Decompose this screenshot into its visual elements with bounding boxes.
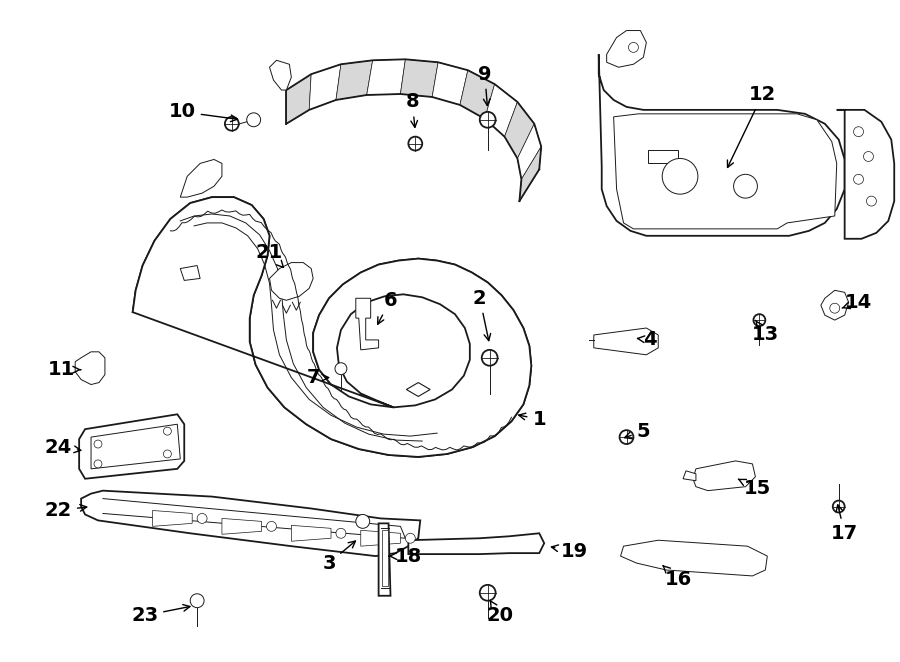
Circle shape <box>482 350 498 365</box>
Text: 6: 6 <box>378 291 397 324</box>
Text: 4: 4 <box>637 330 657 350</box>
Text: 9: 9 <box>478 65 491 105</box>
Polygon shape <box>598 54 845 236</box>
Circle shape <box>197 514 207 524</box>
Polygon shape <box>683 471 696 481</box>
Text: 15: 15 <box>738 479 771 498</box>
Polygon shape <box>821 291 849 320</box>
Circle shape <box>94 440 102 448</box>
Polygon shape <box>400 60 438 97</box>
Polygon shape <box>132 197 531 457</box>
Circle shape <box>266 522 276 532</box>
Polygon shape <box>310 64 341 110</box>
Text: 24: 24 <box>45 438 81 457</box>
Circle shape <box>628 42 638 52</box>
Circle shape <box>619 430 634 444</box>
Circle shape <box>409 136 422 150</box>
Circle shape <box>356 514 370 528</box>
Text: 14: 14 <box>842 293 872 312</box>
Polygon shape <box>91 424 180 469</box>
Polygon shape <box>180 265 200 281</box>
Polygon shape <box>621 540 768 576</box>
Text: 3: 3 <box>322 541 356 573</box>
Circle shape <box>830 303 840 313</box>
Polygon shape <box>614 114 837 229</box>
Polygon shape <box>379 524 391 596</box>
Polygon shape <box>693 461 755 491</box>
Circle shape <box>832 500 845 512</box>
Polygon shape <box>269 60 292 90</box>
Polygon shape <box>460 70 495 118</box>
Text: 21: 21 <box>256 243 284 267</box>
Polygon shape <box>518 124 541 179</box>
Polygon shape <box>79 414 184 479</box>
Circle shape <box>336 528 346 538</box>
Text: 18: 18 <box>389 547 422 565</box>
Polygon shape <box>409 534 544 554</box>
Text: 5: 5 <box>625 422 650 441</box>
Polygon shape <box>837 110 895 239</box>
Text: 20: 20 <box>486 600 513 625</box>
Circle shape <box>335 363 346 375</box>
Text: 8: 8 <box>406 93 419 127</box>
Circle shape <box>480 112 496 128</box>
Polygon shape <box>292 526 331 542</box>
Text: 12: 12 <box>727 85 776 167</box>
Circle shape <box>734 174 758 198</box>
Polygon shape <box>356 299 379 350</box>
Polygon shape <box>81 491 420 556</box>
Circle shape <box>164 450 171 458</box>
Circle shape <box>863 152 873 162</box>
Polygon shape <box>152 510 193 526</box>
Text: 22: 22 <box>45 501 86 520</box>
Polygon shape <box>607 30 646 68</box>
Polygon shape <box>432 62 468 105</box>
Polygon shape <box>519 146 541 201</box>
Text: 23: 23 <box>131 604 190 625</box>
Text: 11: 11 <box>48 360 80 379</box>
Polygon shape <box>407 383 430 397</box>
Circle shape <box>853 174 863 184</box>
Polygon shape <box>594 328 658 355</box>
Polygon shape <box>382 530 388 586</box>
Polygon shape <box>366 60 405 95</box>
Circle shape <box>225 117 238 130</box>
Text: 7: 7 <box>306 368 328 387</box>
Text: 13: 13 <box>752 320 778 344</box>
Text: 2: 2 <box>472 289 490 341</box>
Text: 16: 16 <box>663 565 692 589</box>
Circle shape <box>94 460 102 468</box>
Polygon shape <box>648 150 678 164</box>
Circle shape <box>405 534 415 544</box>
Polygon shape <box>76 352 105 385</box>
Circle shape <box>247 113 261 126</box>
Polygon shape <box>269 263 313 301</box>
Text: 10: 10 <box>169 103 238 122</box>
Circle shape <box>867 196 877 206</box>
Text: 17: 17 <box>831 504 859 543</box>
Circle shape <box>164 427 171 435</box>
Polygon shape <box>485 84 518 136</box>
Circle shape <box>662 158 698 194</box>
Text: 19: 19 <box>552 542 588 561</box>
Polygon shape <box>505 102 535 158</box>
Circle shape <box>480 585 496 600</box>
Polygon shape <box>286 74 311 124</box>
Polygon shape <box>336 60 373 100</box>
Circle shape <box>753 314 765 326</box>
Polygon shape <box>180 160 222 197</box>
Circle shape <box>853 126 863 136</box>
Circle shape <box>190 594 204 608</box>
Text: 1: 1 <box>518 410 546 429</box>
Polygon shape <box>222 518 262 534</box>
Polygon shape <box>361 530 400 546</box>
